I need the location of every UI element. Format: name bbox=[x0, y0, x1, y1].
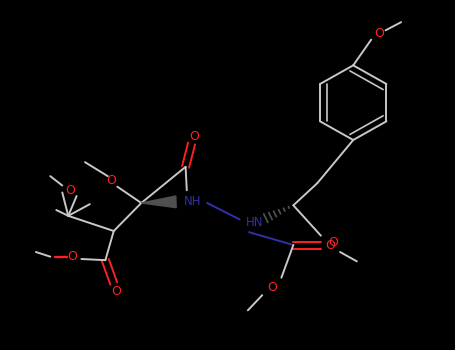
Text: O: O bbox=[325, 238, 335, 252]
Text: NH: NH bbox=[184, 195, 202, 208]
Polygon shape bbox=[142, 196, 176, 208]
Text: HN: HN bbox=[246, 216, 264, 229]
Text: O: O bbox=[67, 250, 77, 263]
Text: O: O bbox=[328, 236, 338, 249]
Text: O: O bbox=[106, 174, 116, 187]
Text: O: O bbox=[189, 130, 199, 143]
Text: O: O bbox=[111, 285, 121, 298]
Text: O: O bbox=[66, 184, 76, 197]
Text: O: O bbox=[267, 280, 277, 294]
Text: O: O bbox=[374, 27, 384, 40]
